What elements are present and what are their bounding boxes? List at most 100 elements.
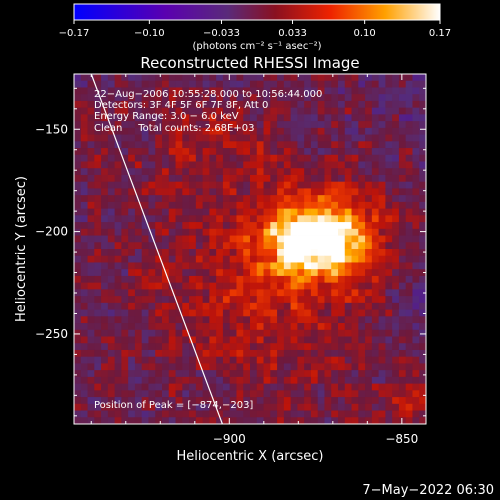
heatmap-cell: [344, 410, 352, 418]
heatmap-cell: [236, 403, 244, 411]
heatmap-cell: [344, 296, 352, 304]
heatmap-cell: [317, 363, 325, 371]
heatmap-cell: [412, 87, 420, 95]
heatmap-cell: [189, 161, 197, 169]
heatmap-cell: [419, 127, 426, 135]
heatmap-cell: [378, 94, 386, 102]
heatmap-cell: [74, 168, 82, 176]
heatmap-cell: [277, 336, 285, 344]
heatmap-cell: [263, 161, 271, 169]
heatmap-cell: [304, 275, 312, 284]
heatmap-cell: [365, 107, 373, 115]
heatmap-cell: [270, 349, 278, 358]
heatmap-cell: [114, 235, 122, 243]
heatmap-cell: [134, 343, 143, 351]
heatmap-cell: [344, 195, 352, 203]
heatmap-cell: [270, 282, 278, 290]
heatmap-cell: [101, 201, 109, 210]
heatmap-cell: [189, 262, 197, 270]
heatmap-cell: [148, 114, 156, 122]
heatmap-cell: [412, 249, 420, 257]
heatmap-cell: [229, 417, 237, 424]
heatmap-cell: [365, 235, 373, 243]
heatmap-cell: [270, 188, 278, 196]
heatmap-cell: [195, 100, 204, 109]
heatmap-cell: [405, 154, 413, 162]
heatmap-cell: [195, 242, 204, 250]
heatmap-cell: [263, 390, 271, 398]
heatmap-cell: [324, 323, 332, 331]
heatmap-cell: [331, 363, 339, 371]
heatmap-cell: [128, 215, 136, 223]
heatmap-cell: [304, 121, 312, 129]
heatmap-cell: [155, 289, 163, 297]
heatmap-cell: [398, 329, 407, 337]
heatmap-cell: [290, 275, 298, 284]
heatmap-cell: [344, 255, 352, 263]
heatmap-cell: [331, 316, 339, 324]
heatmap-cell: [243, 363, 251, 371]
heatmap-cell: [290, 195, 298, 203]
heatmap-cell: [365, 222, 373, 230]
heatmap-cell: [141, 316, 149, 324]
heatmap-cell: [317, 255, 325, 263]
heatmap-cell: [250, 161, 258, 169]
heatmap-cell: [162, 134, 170, 142]
heatmap-cell: [324, 127, 332, 135]
heatmap-cell: [324, 235, 332, 243]
heatmap-cell: [87, 208, 95, 216]
heatmap-cell: [121, 80, 129, 88]
heatmap-cell: [405, 370, 413, 378]
heatmap-cell: [74, 100, 82, 109]
heatmap-cell: [297, 410, 305, 418]
heatmap-cell: [392, 255, 400, 263]
heatmap-cell: [243, 417, 251, 424]
heatmap-cell: [297, 228, 305, 236]
heatmap-cell: [121, 403, 129, 411]
heatmap-cell: [222, 141, 231, 149]
heatmap-cell: [195, 275, 204, 284]
heatmap-cell: [277, 397, 285, 405]
heatmap-cell: [270, 249, 278, 257]
heatmap-cell: [365, 127, 373, 135]
heatmap-cell: [277, 201, 285, 210]
heatmap-cell: [405, 80, 413, 88]
heatmap-cell: [263, 336, 271, 344]
heatmap-cell: [317, 121, 325, 129]
heatmap-cell: [87, 356, 95, 364]
heatmap-cell: [121, 410, 129, 418]
heatmap-cell: [412, 215, 420, 223]
heatmap-cell: [277, 87, 285, 95]
heatmap-cell: [114, 87, 122, 95]
heatmap-cell: [236, 161, 244, 169]
heatmap-cell: [229, 87, 237, 95]
heatmap-cell: [114, 316, 122, 324]
heatmap-cell: [405, 397, 413, 405]
heatmap-cell: [324, 201, 332, 210]
heatmap-cell: [94, 74, 102, 82]
heatmap-cell: [229, 148, 237, 156]
heatmap-cell: [155, 349, 163, 358]
heatmap-cell: [378, 376, 386, 385]
heatmap-cell: [80, 349, 88, 358]
heatmap-cell: [80, 390, 88, 398]
heatmap-cell: [243, 262, 251, 270]
heatmap-cell: [398, 195, 407, 203]
heatmap-cell: [412, 107, 420, 115]
colorbar-unit-label: (photons cm⁻² s⁻¹ asec⁻²): [192, 41, 321, 52]
heatmap-cell: [371, 343, 380, 351]
heatmap-cell: [263, 316, 271, 324]
heatmap-cell: [155, 383, 163, 391]
heatmap-cell: [209, 161, 217, 169]
heatmap-cell: [398, 417, 407, 424]
heatmap-cell: [256, 134, 264, 142]
heatmap-cell: [182, 154, 190, 162]
heatmap-cell: [344, 228, 352, 236]
heatmap-cell: [155, 228, 163, 236]
heatmap-cell: [107, 228, 116, 236]
heatmap-cell: [195, 154, 204, 162]
heatmap-cell: [310, 127, 319, 135]
heatmap-cell: [385, 148, 393, 156]
heatmap-cell: [114, 296, 122, 304]
heatmap-cell: [256, 215, 264, 223]
